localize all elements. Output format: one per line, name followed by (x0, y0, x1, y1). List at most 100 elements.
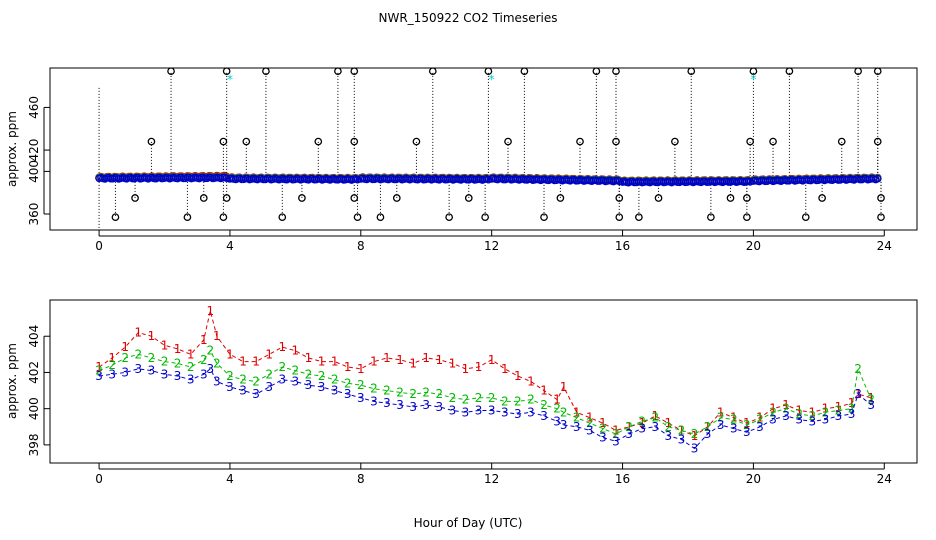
outlier-lowmid-point (556, 194, 565, 202)
outlier-low-point (801, 213, 810, 222)
outlier-lowmid-point (726, 194, 735, 202)
series-3-point: 3 (95, 369, 103, 383)
outlier-mid-point (350, 137, 359, 146)
series-3-point: 3 (318, 380, 326, 394)
outlier-high-point (785, 67, 794, 76)
series-1-point: 1 (599, 416, 607, 430)
series-2-point: 2 (357, 378, 365, 392)
series-3-point (353, 175, 362, 184)
bottom-x-tick-label: 24 (877, 472, 892, 486)
series-1-point: 1 (357, 362, 365, 376)
series-3-point: 3 (514, 407, 522, 421)
series-3-point: 3 (586, 423, 594, 437)
series-1-point: 1 (704, 420, 712, 434)
top-x-tick-label: 0 (95, 239, 103, 253)
series-3-point: 3 (527, 405, 535, 419)
series-3-point: 3 (278, 373, 286, 387)
series-1-point: 1 (148, 329, 156, 343)
series-3-point: 3 (161, 367, 169, 381)
series-1-point: 1 (187, 347, 195, 361)
series-2-point: 2 (665, 420, 673, 434)
series-2-point: 2 (756, 413, 764, 427)
bottom-x-axis: 0 4 8 12 16 20 24 (95, 463, 892, 486)
series-1-point: 1 (409, 356, 417, 370)
series-3-point: 3 (553, 414, 561, 428)
outlier-mid-point (147, 137, 156, 146)
series-3-point: 3 (625, 427, 633, 441)
series-3-point: 3 (475, 403, 483, 417)
series-1-point: 1 (108, 351, 116, 365)
series-2-point: 2 (292, 364, 300, 378)
outlier-high-point (873, 67, 882, 76)
series-3-point: 3 (704, 427, 712, 441)
bottom-y-axis-label: approx. ppm (5, 343, 19, 419)
series-2-point: 2 (174, 356, 182, 370)
outlier-high-point (350, 67, 359, 76)
series-1-point: 1 (226, 347, 234, 361)
series-3-point: 3 (409, 400, 417, 414)
outlier-low-point (376, 213, 385, 222)
series-3-point: 3 (148, 364, 156, 378)
series-2-point: 2 (396, 385, 404, 399)
series-1-point: 1 (206, 304, 214, 318)
series-1-point: 1 (678, 423, 686, 437)
outlier-low-point (481, 213, 489, 222)
series-1-point: 1 (265, 347, 273, 361)
outlier-high-point (484, 67, 493, 76)
bottom-y-tick-label: 400 (27, 397, 41, 420)
series-1-point: 1 (835, 400, 843, 414)
series-2-point: 2 (743, 418, 751, 432)
series-2-point: 2 (121, 351, 129, 365)
series-3-point: 3 (782, 409, 790, 423)
series-3-point: 3 (848, 407, 856, 421)
series-1-point: 1 (305, 351, 313, 365)
outlier-high-point (428, 67, 437, 76)
series-1-point: 1 (213, 329, 221, 343)
outlier-high-point (167, 67, 175, 76)
series-1-point: 1 (867, 391, 875, 405)
series-1-point: 1 (161, 338, 169, 352)
series-2-point: 2 (252, 375, 260, 389)
series-3-point: 3 (239, 384, 247, 398)
outlier-low-point (219, 213, 228, 222)
outlier-lowmid-point (392, 194, 401, 202)
outlier-high-point (854, 67, 862, 76)
top-y-axis-label: approx. ppm (5, 111, 19, 187)
series-1-point: 1 (436, 353, 444, 367)
series-3-point: 3 (449, 403, 457, 417)
series-2-point: 2 (422, 385, 430, 399)
series-3-point: 3 (213, 375, 221, 389)
series-3-point: 3 (730, 422, 738, 436)
bottom-y-tick-label: 402 (27, 361, 41, 384)
series-1-line (98, 310, 872, 437)
series-2-point: 2 (540, 398, 548, 412)
outlier-low-point (635, 213, 643, 222)
series-1-point: 1 (121, 340, 129, 354)
bottom-x-tick-label: 4 (226, 472, 234, 486)
series-1-point: 1 (625, 420, 633, 434)
series-3-point: 3 (795, 413, 803, 427)
series-1-point: 1 (573, 405, 581, 419)
series-1-point: 1 (95, 360, 103, 374)
outlier-mid-point (873, 137, 882, 146)
series-2-point: 2 (462, 393, 470, 407)
series-2-point: 2 (239, 373, 247, 387)
series-3-point: 3 (822, 413, 830, 427)
series-2-point: 2 (488, 391, 496, 405)
series-1-point: 1 (462, 362, 470, 376)
outlier-low-point (615, 213, 624, 222)
series-3-point: 3 (396, 398, 404, 412)
series-2-point: 2 (704, 420, 712, 434)
outlier-high-point (749, 67, 758, 76)
series-2-point: 2 (305, 367, 313, 381)
outlier-mid-point (412, 137, 421, 146)
bottom-y-tick-label: 404 (27, 325, 41, 348)
series-3-point: 3 (501, 405, 509, 419)
series-1-point: 1 (331, 355, 339, 369)
series-2-point: 2 (135, 347, 143, 361)
x-axis-label: Hour of Day (UTC) (414, 516, 523, 530)
series-3-point: 3 (573, 420, 581, 434)
series-2-point: 2 (200, 353, 208, 367)
